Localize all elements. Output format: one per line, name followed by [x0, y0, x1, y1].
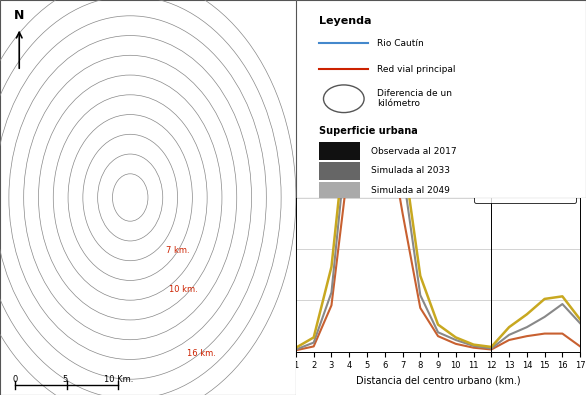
Text: 10 Km.: 10 Km. [104, 375, 133, 384]
Superficie 2049 [399, 146, 406, 151]
Superficie 2017 [328, 303, 335, 308]
Bar [319, 142, 360, 160]
Text: 10 km.: 10 km. [169, 285, 198, 294]
Superficie 2033 [523, 325, 530, 329]
Bar [491, 43, 580, 61]
Superficie 2033 [577, 321, 584, 325]
Superficie 2017 [559, 331, 566, 336]
Superficie 2017 [541, 331, 548, 336]
Superficie 2033 [417, 293, 424, 297]
Text: Simulada al 2033: Simulada al 2033 [372, 166, 451, 175]
Superficie 2017 [417, 306, 424, 310]
Superficie 2049 [310, 335, 317, 340]
Superficie 2033 [399, 167, 406, 171]
Text: Rio Cautín: Rio Cautín [377, 39, 424, 48]
Superficie 2033 [541, 314, 548, 319]
Superficie 2017 [399, 211, 406, 215]
Text: Temuco: Temuco [496, 48, 531, 57]
Superficie 2049 [452, 335, 459, 340]
Bar [319, 162, 360, 180]
Superficie 2049 [470, 342, 477, 347]
Text: Labranza: Labranza [537, 48, 579, 57]
Superficie 2049 [434, 322, 442, 327]
Superficie 2049 [346, 98, 353, 102]
Superficie 2033 [381, 68, 389, 73]
Superficie 2049 [488, 344, 495, 349]
Superficie 2017 [363, 103, 370, 107]
Superficie 2017 [381, 108, 389, 113]
Superficie 2017 [506, 338, 513, 342]
Text: N: N [14, 9, 25, 22]
Superficie 2033 [452, 338, 459, 342]
Superficie 2017 [488, 347, 495, 352]
X-axis label: Distancia del centro urbano (km.): Distancia del centro urbano (km.) [356, 376, 520, 386]
Line: Superficie 2017: Superficie 2017 [296, 105, 580, 350]
Text: Diferencia de un
kilómetro: Diferencia de un kilómetro [377, 89, 452, 109]
Superficie 2033 [363, 67, 370, 71]
Superficie 2049 [381, 63, 389, 68]
Superficie 2033 [292, 347, 299, 352]
Superficie 2049 [292, 345, 299, 350]
Text: 5: 5 [63, 375, 68, 384]
Text: 0: 0 [12, 375, 18, 384]
Y-axis label: Superficie acumulada (ha): Superficie acumulada (ha) [250, 133, 260, 262]
Superficie 2017 [346, 156, 353, 161]
Superficie 2033 [328, 290, 335, 295]
Superficie 2049 [541, 297, 548, 301]
Superficie 2049 [559, 294, 566, 299]
Superficie 2049 [506, 325, 513, 329]
Text: Superficie urbana: Superficie urbana [319, 126, 418, 136]
Text: Simulada al 2049: Simulada al 2049 [372, 186, 450, 195]
Superficie 2017 [452, 341, 459, 346]
Superficie 2033 [310, 340, 317, 345]
Superficie 2049 [328, 265, 335, 269]
Text: 16 km.: 16 km. [187, 348, 216, 357]
Superficie 2017 [310, 344, 317, 349]
Superficie 2033 [470, 344, 477, 348]
Bar [319, 182, 360, 199]
Superficie 2017 [523, 334, 530, 339]
Superficie 2033 [506, 333, 513, 337]
Superficie 2033 [346, 113, 353, 118]
Superficie 2017 [292, 348, 299, 353]
Superficie 2049 [363, 59, 370, 64]
Superficie 2033 [488, 346, 495, 351]
Line: Superficie 2033: Superficie 2033 [296, 69, 580, 350]
Superficie 2017 [434, 334, 442, 339]
Superficie 2049 [523, 312, 530, 317]
Text: Leyenda: Leyenda [319, 16, 372, 26]
Superficie 2049 [417, 273, 424, 278]
Superficie 2033 [559, 302, 566, 307]
Superficie 2049 [577, 317, 584, 322]
Superficie 2017 [470, 345, 477, 350]
Superficie 2033 [434, 330, 442, 335]
Legend: Superficie 2017, Superficie 2033, Superficie 2049: Superficie 2017, Superficie 2033, Superf… [474, 162, 575, 203]
Text: 7 km.: 7 km. [166, 246, 189, 255]
Superficie 2017 [577, 344, 584, 349]
Line: Superficie 2049: Superficie 2049 [296, 61, 580, 348]
Text: Red vial principal: Red vial principal [377, 65, 456, 73]
Text: Observada al 2017: Observada al 2017 [372, 147, 457, 156]
